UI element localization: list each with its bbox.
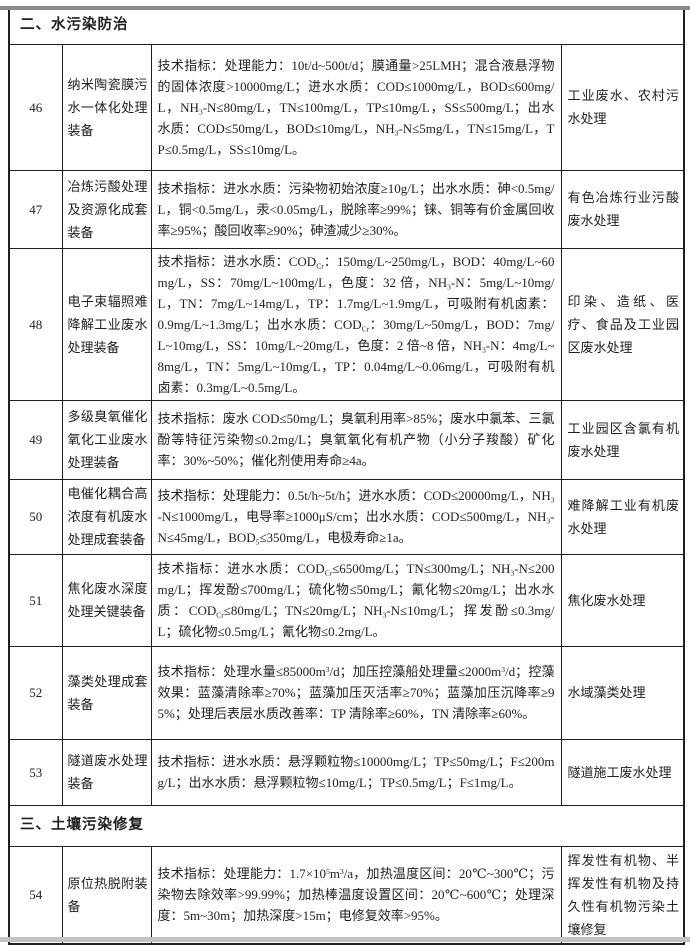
equipment-name-cell: 藻类处理成套装备 (61, 645, 152, 740)
equipment-name-cell: 隧道废水处理装备 (61, 738, 152, 806)
table-row: 50 电催化耦合高浓度有机废水处理成套装备 技术指标：处理能力：0.5t/h~5… (8, 478, 685, 555)
table-row: 48 电子束辐照难降解工业废水处理装备 技术指标：进水水质：CODCr：150m… (8, 247, 685, 401)
row-number-cell: 54 (8, 845, 63, 944)
page-bottom-edge (0, 937, 690, 942)
application-cell: 难降解工业有机废水处理 (560, 478, 685, 555)
table-row: 54 原位热脱附装备 技术指标：处理能力：1.7×105m3/a，加热温度区间：… (8, 845, 685, 944)
row-number-cell: 51 (8, 553, 63, 647)
row-number-cell: 46 (8, 43, 63, 171)
row-number-cell: 48 (8, 247, 63, 401)
table-row: 47 冶炼污酸处理及资源化成套装备 技术指标：进水水质：污染物初始浓度≥10g/… (8, 169, 685, 249)
tech-specs-cell: 技术指标：处理能力：1.7×105m3/a，加热温度区间：20℃~300℃；污染… (150, 845, 562, 944)
application-cell: 工业废水、农村污水处理 (560, 43, 685, 171)
application-cell: 挥发性有机物、半挥发性有机物及持久性有机物污染土壤修复 (560, 845, 685, 944)
table-row: 52 藻类处理成套装备 技术指标：处理水量≤85000m3/d；加压控藻船处理量… (8, 645, 685, 740)
row-number-cell: 53 (8, 738, 63, 806)
equipment-name-cell: 纳米陶瓷膜污水一体化处理装备 (61, 43, 152, 171)
equipment-name-cell: 冶炼污酸处理及资源化成套装备 (61, 169, 152, 249)
tech-specs-cell: 技术指标：进水水质：CODCr≤6500mg/L；TN≤300mg/L；NH3-… (150, 553, 562, 647)
page-top-edge (0, 6, 690, 10)
tech-specs-cell: 技术指标：处理能力：0.5t/h~5t/h；进水水质：COD≤20000mg/L… (150, 478, 562, 555)
equipment-name-cell: 原位热脱附装备 (61, 845, 152, 944)
application-cell: 印染、造纸、医疗、食品及工业园区废水处理 (560, 247, 685, 401)
tech-specs-cell: 技术指标：处理水量≤85000m3/d；加压控藻船处理量≤2000m3/d；控藻… (150, 645, 562, 740)
table-row: 53 隧道废水处理装备 技术指标：进水水质：悬浮颗粒物≤10000mg/L；TP… (8, 738, 685, 806)
row-number-cell: 49 (8, 399, 63, 480)
application-cell: 隧道施工废水处理 (560, 738, 685, 806)
section-row-soil: 三、土壤污染修复 (8, 804, 685, 847)
table-row: 49 多级臭氧催化氧化工业废水处理装备 技术指标：废水 COD≤50mg/L；臭… (8, 399, 685, 480)
row-number-cell: 50 (8, 478, 63, 555)
tech-specs-cell: 技术指标：进水水质：悬浮颗粒物≤10000mg/L；TP≤50mg/L；F≤20… (150, 738, 562, 806)
section-header-water: 二、水污染防治 (8, 6, 685, 45)
section-header-soil: 三、土壤污染修复 (8, 804, 685, 847)
table-row: 51 焦化废水深度处理关键装备 技术指标：进水水质：CODCr≤6500mg/L… (8, 553, 685, 647)
equipment-name-cell: 焦化废水深度处理关键装备 (61, 553, 152, 647)
equipment-name-cell: 多级臭氧催化氧化工业废水处理装备 (61, 399, 152, 480)
row-number-cell: 52 (8, 645, 63, 740)
application-cell: 有色冶炼行业污酸废水处理 (560, 169, 685, 249)
table-row: 46 纳米陶瓷膜污水一体化处理装备 技术指标：处理能力：10t/d~500t/d… (8, 43, 685, 171)
row-number-cell: 47 (8, 169, 63, 249)
tech-specs-cell: 技术指标：进水水质：污染物初始浓度≥10g/L；出水水质：砷<0.5mg/L，铜… (150, 169, 562, 249)
tech-specs-cell: 技术指标：废水 COD≤50mg/L；臭氧利用率>85%；废水中氯苯、三氯酚等特… (150, 399, 562, 480)
equipment-name-cell: 电催化耦合高浓度有机废水处理成套装备 (61, 478, 152, 555)
tech-specs-cell: 技术指标：进水水质：CODCr：150mg/L~250mg/L，BOD：40mg… (150, 247, 562, 401)
equipment-table: 二、水污染防治 46 纳米陶瓷膜污水一体化处理装备 技术指标：处理能力：10t/… (8, 6, 685, 945)
section-row-water: 二、水污染防治 (8, 6, 685, 45)
tech-specs-cell: 技术指标：处理能力：10t/d~500t/d；膜通量>25LMH；混合液悬浮物的… (150, 43, 562, 171)
application-cell: 工业园区含氯有机废水处理 (560, 399, 685, 480)
application-cell: 水域藻类处理 (560, 645, 685, 740)
equipment-name-cell: 电子束辐照难降解工业废水处理装备 (61, 247, 152, 401)
application-cell: 焦化废水处理 (560, 553, 685, 647)
